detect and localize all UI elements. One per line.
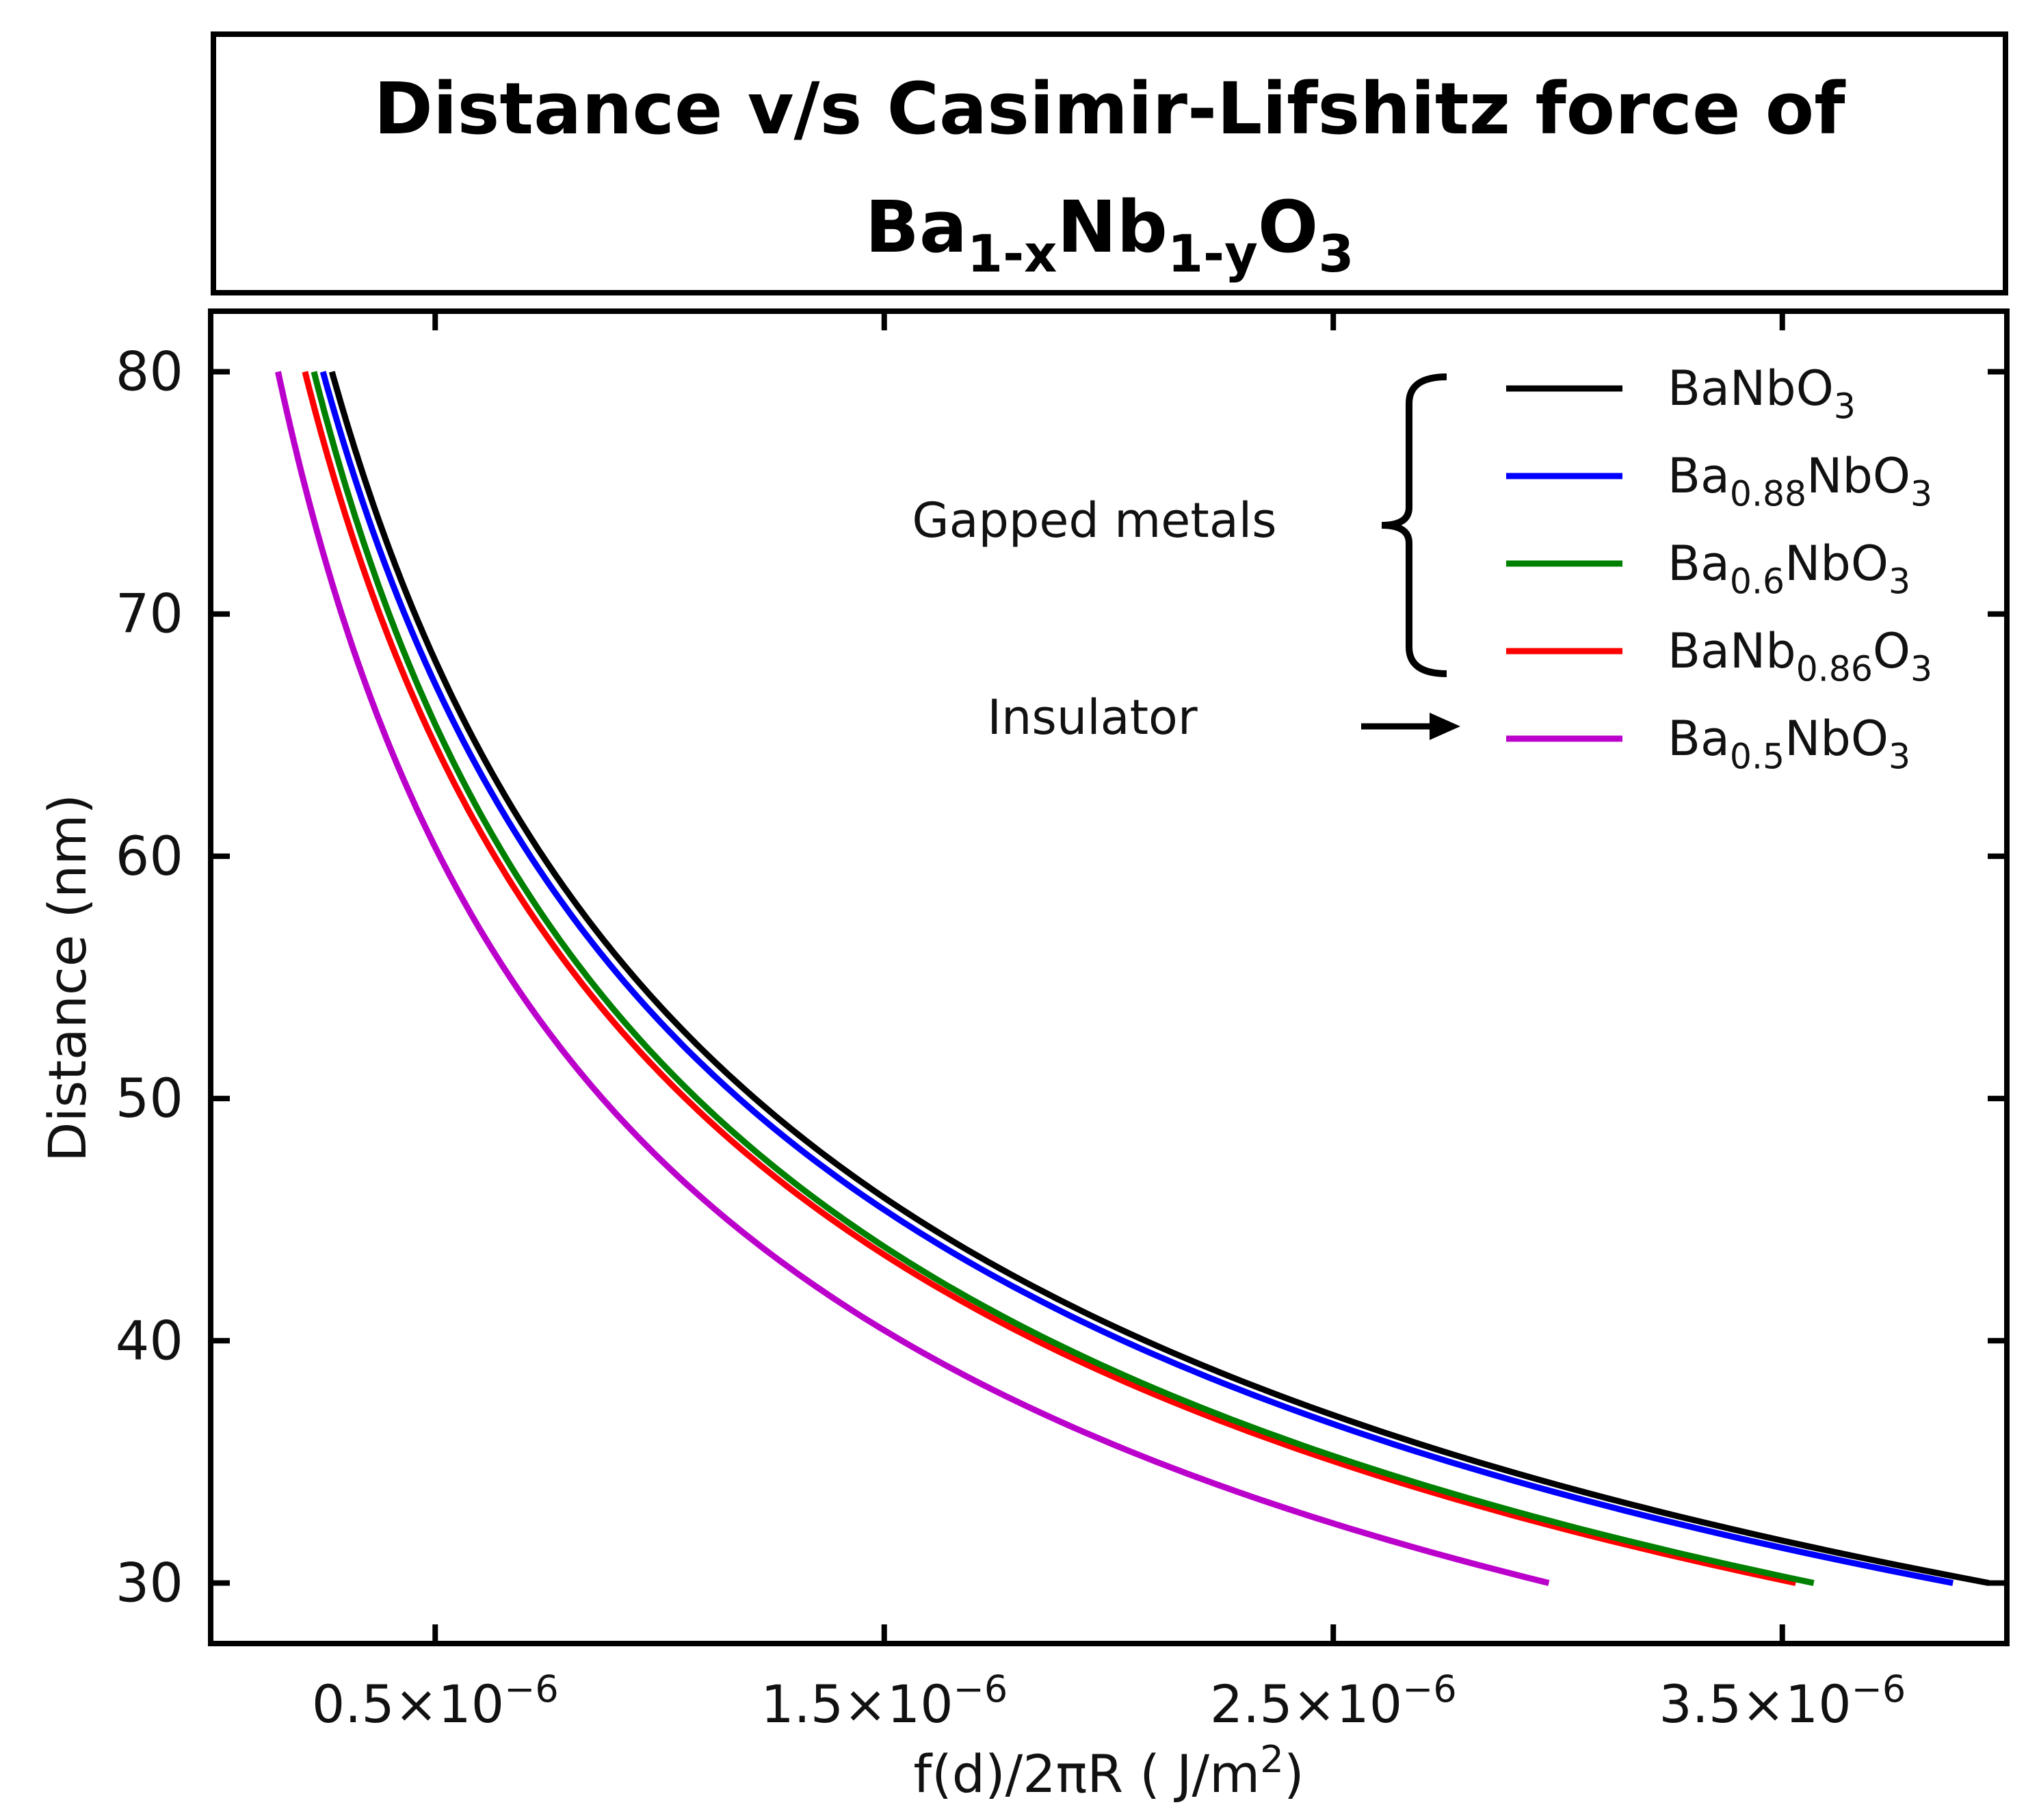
annotation-gapped-metals: Gapped metals [912,492,1276,549]
x-tick-label: 3.5×10−6 [1659,1667,1906,1735]
legend-label-BaNb0.86O3: BaNb0.86O3 [1668,623,1932,689]
insulator-arrow [1361,713,1460,740]
series-layer [275,371,1990,1586]
gapped-metals-brace [1381,373,1447,677]
legend-label-Ba0.5NbO3: Ba0.5NbO3 [1668,711,1910,777]
y-tick-label: 50 [116,1068,183,1130]
axis-ticks: 30 40 50 60 70 80 0.5×10−6 1.5×10−6 2.5×10−6 3.5×… [116,311,2007,1735]
x-tick-label: 2.5×10−6 [1210,1667,1457,1735]
title-box [211,31,2008,295]
y-tick-label: 80 [116,342,183,404]
y-axis-label: Distance (nm) [37,794,98,1162]
annotation-insulator: Insulator [987,689,1197,746]
chart-title-line1: Distance v/s Casimir-Lifshitz force of [374,67,1847,150]
y-tick-label: 40 [116,1310,183,1372]
series-line-Ba0.6NbO3 [311,371,1815,1586]
y-tick-label: 60 [116,826,183,888]
x-tick-label: 1.5×10−6 [761,1667,1008,1735]
chart-title-formula: Ba1-xNb1-yO3 [865,185,1354,284]
series-line-Ba0.88NbO3 [319,371,1954,1586]
legend: BaNbO3 Ba0.88NbO3 Ba0.6NbO3 BaNb0.86O3 Ba0.5… [1506,360,1932,777]
legend-label-BaNbO3: BaNbO3 [1668,360,1856,427]
series-line-BaNb0.86O3 [302,371,1797,1586]
series-line-BaNbO3 [328,371,1990,1586]
x-tick-label: 0.5×10−6 [312,1667,559,1735]
y-tick-label: 70 [116,584,183,646]
y-tick-label: 30 [116,1553,183,1614]
legend-label-Ba0.6NbO3: Ba0.6NbO3 [1668,536,1910,602]
legend-label-Ba0.88NbO3: Ba0.88NbO3 [1668,448,1932,514]
x-axis-label: f(d)/2πR ( J/m2) [913,1737,1304,1804]
series-line-Ba0.5NbO3 [275,371,1550,1586]
plot-frame [208,308,2010,1646]
